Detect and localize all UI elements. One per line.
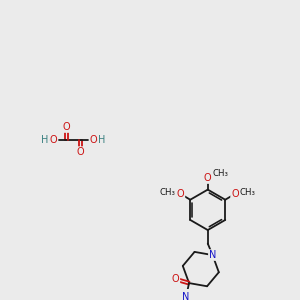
Text: O: O [231,189,239,199]
Text: O: O [62,122,70,132]
Text: O: O [89,135,97,145]
Text: N: N [182,292,190,300]
Text: CH₃: CH₃ [213,169,229,178]
Text: N: N [209,250,216,260]
Text: H: H [98,135,106,145]
Text: O: O [177,189,184,199]
Text: H: H [41,135,49,145]
Text: CH₃: CH₃ [160,188,176,196]
Text: O: O [172,274,179,284]
Text: O: O [77,147,85,157]
Text: O: O [50,135,58,145]
Text: CH₃: CH₃ [240,188,256,196]
Text: O: O [204,173,212,183]
